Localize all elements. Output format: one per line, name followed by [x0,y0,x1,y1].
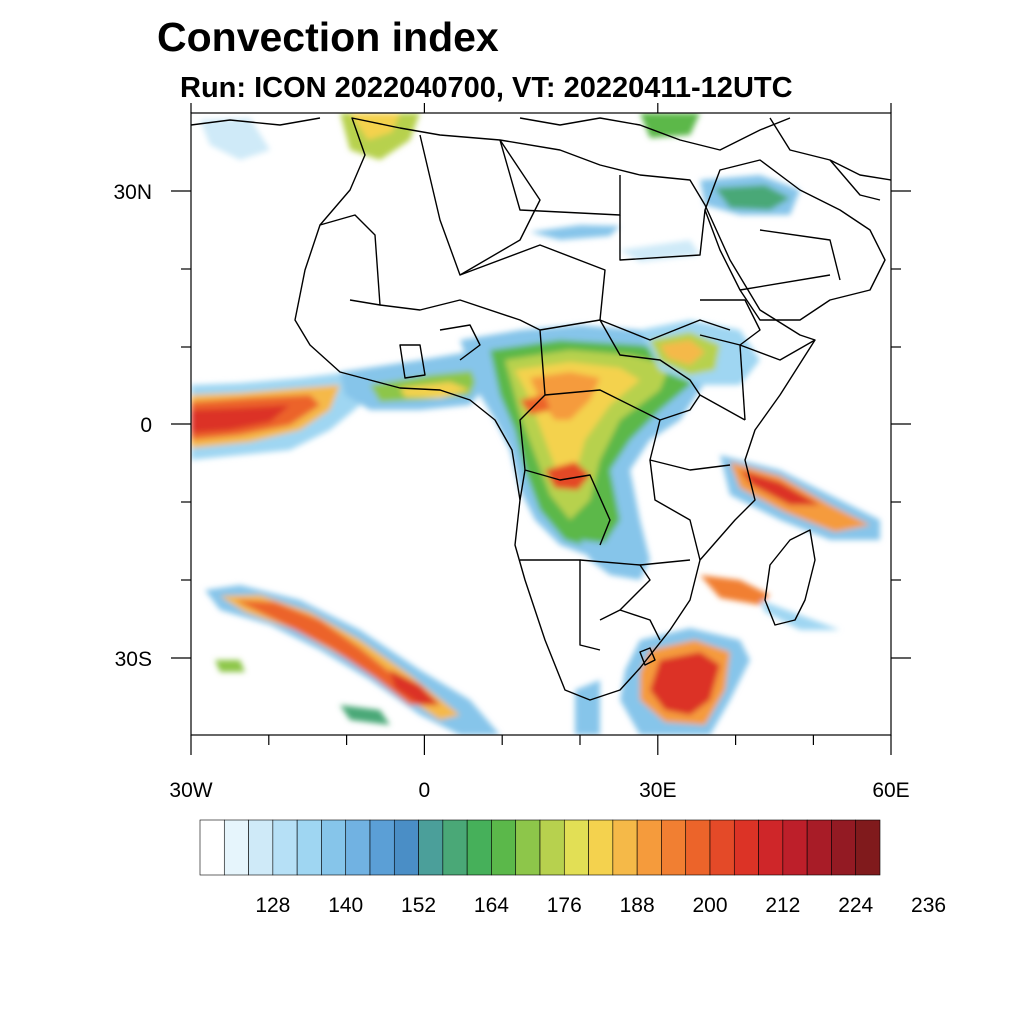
colorbar-swatch [661,819,687,876]
lon-label-0: 0 [419,779,431,802]
colorbar-swatch [418,819,444,876]
colorbar-swatch [345,819,371,876]
colorbar-swatch [223,819,249,876]
colorbar-tick-label: 176 [547,894,582,917]
colorbar-swatch [636,819,662,876]
colorbar-swatch [685,819,711,876]
lat-label-30n: 30N [113,181,152,204]
axis-ticks [171,103,911,755]
lat-label-0: 0 [140,414,152,437]
colorbar-swatch [588,819,614,876]
lon-label-30w: 30W [169,779,212,802]
colorbar-swatch [296,819,322,876]
colorbar-tick-label: 236 [911,894,946,917]
lon-label-60e: 60E [872,779,909,802]
colorbar-tick-label: 152 [401,894,436,917]
colorbar-swatch [272,819,298,876]
colorbar-tick-label: 212 [765,894,800,917]
africa-coastline [294,117,816,701]
colorbar-tick-label: 200 [692,894,727,917]
colorbar-swatch [466,819,492,876]
colorbar-swatch [758,819,784,876]
colorbar-swatch [199,819,225,876]
colorbar-swatch [855,819,881,876]
colorbar-labels: 128 140 152 164 176 188 200 212 224 236 [255,894,946,917]
colorbar-swatch [539,819,565,876]
colorbar-swatch [806,819,832,876]
colorbar [199,819,881,876]
colorbar-swatch [393,819,419,876]
colorbar-swatch [442,819,468,876]
colorbar-swatch [563,819,589,876]
colorbar-swatch [733,819,759,876]
lat-label-30s: 30S [115,648,152,671]
chart-subtitle: Run: ICON 2022040700, VT: 20220411-12UTC [180,72,793,104]
madagascar-outline [764,529,816,626]
colorbar-swatch [709,819,735,876]
colorbar-tick-label: 164 [474,894,509,917]
lon-label-30e: 30E [639,779,676,802]
colorbar-tick-label: 140 [328,894,363,917]
colorbar-swatch [369,819,395,876]
convection-field [191,113,891,735]
country-borders [191,117,891,701]
chart-title: Convection index [157,14,499,60]
colorbar-swatch [491,819,517,876]
colorbar-tick-label: 128 [255,894,290,917]
colorbar-swatch [612,819,638,876]
colorbar-swatch [831,819,857,876]
colorbar-swatch [782,819,808,876]
colorbar-swatch [248,819,274,876]
colorbar-tick-label: 188 [620,894,655,917]
colorbar-swatch [515,819,541,876]
colorbar-tick-label: 224 [838,894,873,917]
colorbar-swatch [321,819,347,876]
